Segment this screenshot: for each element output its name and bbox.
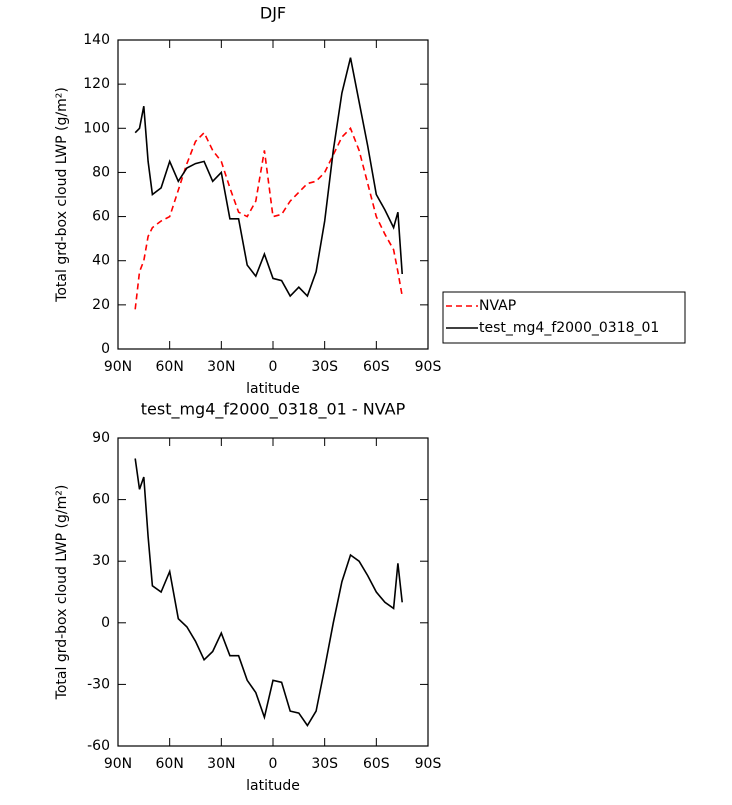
x-axis-label: latitude (246, 778, 300, 794)
y-tick-label: 60 (92, 209, 110, 225)
x-tick-label: 30N (207, 756, 235, 772)
y-tick-label: -60 (87, 738, 110, 754)
y-tick-label: 90 (92, 430, 110, 446)
plot-frame (117, 39, 429, 350)
x-tick-label: 30N (207, 359, 235, 375)
y-tick-label: 0 (101, 615, 110, 631)
y-tick-label: 20 (92, 297, 110, 313)
x-axis-label: latitude (246, 381, 300, 397)
x-tick-label: 90N (104, 756, 132, 772)
x-tick-label: 60S (363, 359, 390, 375)
x-tick-label: 90S (415, 359, 442, 375)
x-tick-label: 60N (156, 359, 184, 375)
x-tick-label: 60S (363, 756, 390, 772)
chart-title: test_mg4_f2000_0318_01 - NVAP (141, 400, 406, 420)
y-axis-label: Total grd-box cloud LWP (g/m²) (54, 485, 70, 701)
y-tick-label: 30 (92, 553, 110, 569)
x-tick-label: 0 (269, 359, 278, 375)
y-tick-label: 120 (83, 76, 110, 92)
x-tick-label: 0 (269, 756, 278, 772)
y-tick-label: 0 (101, 341, 110, 357)
x-tick-label: 30S (311, 359, 338, 375)
y-tick-label: 40 (92, 253, 110, 269)
x-tick-label: 90N (104, 359, 132, 375)
x-tick-label: 30S (311, 756, 338, 772)
y-tick-label: 100 (83, 120, 110, 136)
legend-label: NVAP (479, 298, 516, 314)
y-tick-label: 80 (92, 164, 110, 180)
data-line (134, 458, 403, 727)
data-line (134, 126, 403, 310)
plot-frame (117, 437, 429, 747)
y-tick-label: 60 (92, 492, 110, 508)
y-tick-label: 140 (83, 32, 110, 48)
legend-box (442, 291, 686, 344)
chart-title: DJF (260, 4, 286, 23)
x-tick-label: 90S (415, 756, 442, 772)
y-tick-label: -30 (87, 676, 110, 692)
legend-label: test_mg4_f2000_0318_01 (479, 320, 659, 336)
data-line (134, 57, 403, 298)
x-tick-label: 60N (156, 756, 184, 772)
y-axis-label: Total grd-box cloud LWP (g/m²) (54, 87, 70, 303)
